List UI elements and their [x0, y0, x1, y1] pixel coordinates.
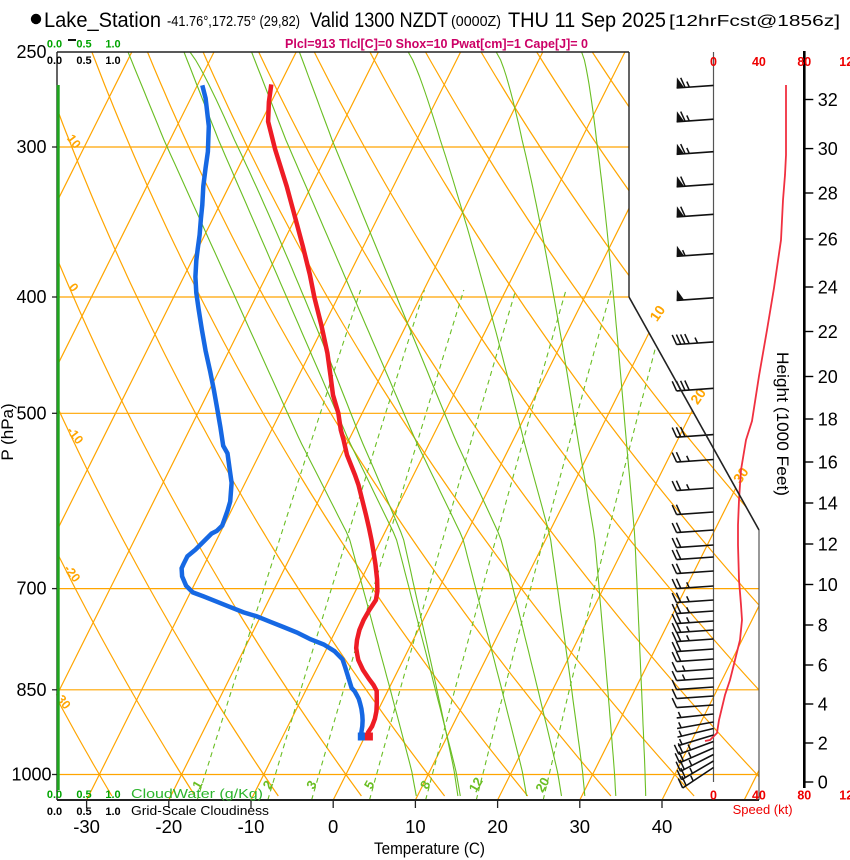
svg-text:1.0: 1.0: [105, 789, 120, 801]
svg-text:40: 40: [752, 55, 766, 69]
svg-text:0: 0: [710, 55, 717, 69]
svg-text:700: 700: [16, 579, 46, 599]
svg-text:1.0: 1.0: [105, 39, 120, 51]
svg-text:Temperature (C): Temperature (C): [374, 839, 485, 858]
svg-text:0.5: 0.5: [76, 39, 91, 51]
svg-text:32: 32: [818, 90, 838, 110]
svg-text:18: 18: [818, 410, 838, 430]
svg-text:1.0: 1.0: [105, 55, 120, 67]
svg-text:26: 26: [818, 230, 838, 250]
svg-text:12: 12: [818, 535, 838, 555]
svg-text:30: 30: [818, 139, 838, 159]
svg-text:0.5: 0.5: [76, 55, 91, 67]
svg-text:22: 22: [818, 322, 838, 342]
svg-text:1.0: 1.0: [105, 806, 120, 818]
svg-text:80: 80: [797, 789, 811, 803]
svg-text:(0000Z): (0000Z): [451, 13, 501, 30]
svg-text:-30: -30: [73, 816, 100, 837]
svg-text:250: 250: [16, 42, 46, 62]
svg-text:4: 4: [818, 695, 828, 715]
svg-text:400: 400: [16, 287, 46, 307]
svg-text:Height (1000 Feet): Height (1000 Feet): [773, 352, 792, 496]
svg-text:0.5: 0.5: [76, 806, 91, 818]
svg-text:10: 10: [64, 132, 84, 152]
svg-text:500: 500: [16, 403, 46, 423]
svg-text:30: 30: [570, 816, 591, 837]
svg-text:850: 850: [16, 680, 46, 700]
svg-text:6: 6: [818, 656, 828, 676]
svg-text:40: 40: [752, 789, 766, 803]
svg-text:Plcl=913 Tlcl[C]=0 Shox=10 Pwa: Plcl=913 Tlcl[C]=0 Shox=10 Pwat[cm]=1 Ca…: [285, 37, 588, 51]
svg-text:0: 0: [818, 773, 828, 793]
svg-text:16: 16: [818, 453, 838, 473]
svg-text:CloudWater (g/Kg): CloudWater (g/Kg): [131, 786, 263, 801]
svg-text:20: 20: [532, 775, 552, 795]
svg-text:40: 40: [652, 816, 673, 837]
svg-text:10: 10: [405, 816, 426, 837]
svg-text:120: 120: [839, 789, 850, 803]
svg-text:Grid-Scale Cloudiness: Grid-Scale Cloudiness: [131, 803, 270, 818]
svg-text:[12hrFcst@1856z]: [12hrFcst@1856z]: [669, 13, 840, 30]
svg-text:0.5: 0.5: [76, 789, 91, 801]
svg-text:10: 10: [818, 575, 838, 595]
svg-text:-10: -10: [238, 816, 265, 837]
svg-text:P (hPa): P (hPa): [0, 403, 17, 460]
svg-text:0.0: 0.0: [47, 39, 62, 51]
svg-text:0: 0: [328, 816, 338, 837]
svg-text:120: 120: [839, 55, 850, 69]
svg-text:THU 11 Sep 2025: THU 11 Sep 2025: [508, 8, 666, 32]
svg-text:20: 20: [818, 367, 838, 387]
svg-text:1000: 1000: [11, 765, 51, 785]
svg-text:Lake_Station: Lake_Station: [44, 8, 161, 32]
svg-text:20: 20: [487, 816, 508, 837]
svg-text:0.0: 0.0: [47, 789, 62, 801]
svg-text:Speed (kt): Speed (kt): [733, 802, 793, 817]
svg-text:12: 12: [466, 775, 486, 795]
svg-text:8: 8: [818, 616, 828, 636]
svg-text:0.0: 0.0: [47, 806, 62, 818]
svg-text:0: 0: [710, 789, 717, 803]
svg-text:2: 2: [818, 734, 828, 754]
svg-text:0.0: 0.0: [47, 55, 62, 67]
svg-text:14: 14: [818, 494, 838, 514]
svg-text:Valid 1300 NZDT: Valid 1300 NZDT: [310, 8, 448, 32]
svg-text:-41.76°,172.75° (29,82): -41.76°,172.75° (29,82): [167, 14, 300, 30]
svg-text:80: 80: [797, 55, 811, 69]
svg-text:300: 300: [16, 137, 46, 157]
svg-text:-20: -20: [155, 816, 182, 837]
svg-text:24: 24: [818, 278, 838, 298]
svg-text:28: 28: [818, 184, 838, 204]
